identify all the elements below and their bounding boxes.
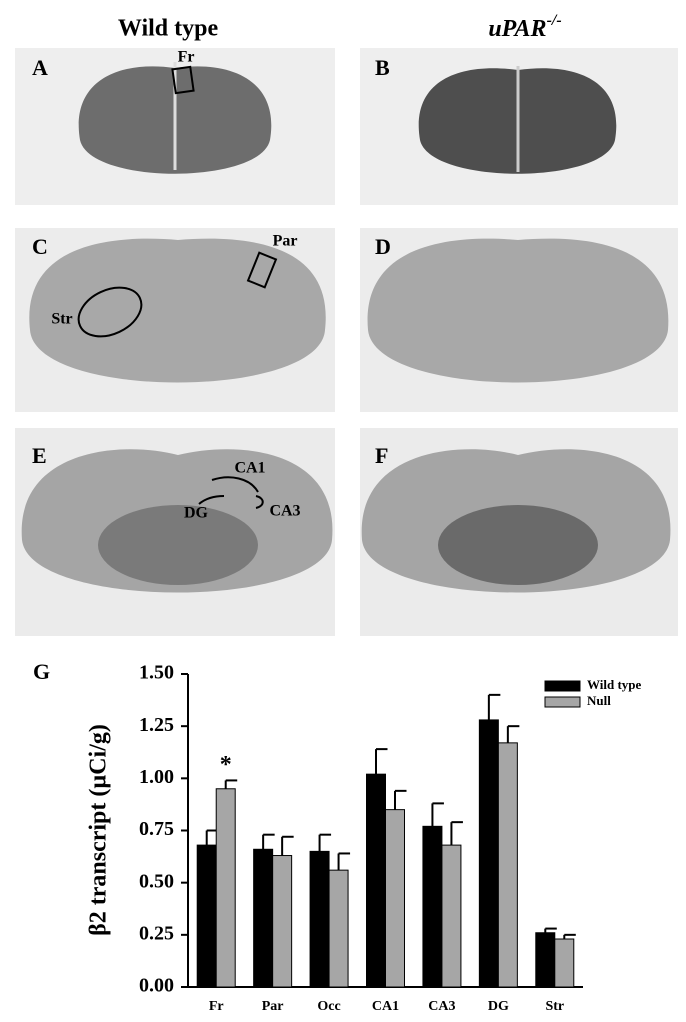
panel-letter: B (375, 55, 390, 80)
bar (441, 844, 462, 988)
region-label: CA1 (234, 460, 265, 477)
y-tick-label: 0.25 (139, 922, 174, 944)
y-tick-label: 0.50 (139, 870, 174, 892)
annotation: * (220, 752, 232, 778)
y-tick-label: 1.25 (139, 714, 174, 736)
superscript: -/- (547, 12, 562, 29)
brain (367, 238, 669, 383)
x-tick-label: Occ (317, 999, 340, 1014)
panel-letter: A (32, 55, 48, 80)
x-tick-label: Par (262, 999, 284, 1014)
bar (196, 844, 217, 988)
region-label: DG (184, 505, 209, 522)
panel-letter: D (375, 234, 391, 259)
brain-region (438, 505, 598, 585)
column-title: uPAR-/- (488, 12, 561, 42)
roi-box (171, 65, 195, 95)
region-label: CA3 (269, 503, 300, 520)
y-tick-label: 0.00 (139, 975, 174, 997)
x-tick-label: Fr (209, 999, 224, 1014)
y-tick-label: 0.75 (139, 818, 174, 840)
roi-box (246, 251, 278, 289)
panel-letter: E (32, 443, 47, 468)
bar (478, 719, 499, 988)
brain-region (98, 505, 258, 585)
roi-lines (198, 476, 264, 509)
x-tick-label: Str (545, 999, 564, 1014)
section-images (15, 48, 678, 636)
x-tick-label: CA1 (372, 999, 399, 1014)
bar (328, 869, 349, 988)
legend-swatch (544, 696, 581, 708)
y-tick-label: 1.50 (139, 662, 174, 684)
bar (272, 855, 293, 988)
region-label: Str (51, 311, 72, 328)
legend-label: Null (587, 693, 611, 708)
panel-letter: F (375, 443, 388, 468)
bar (422, 825, 443, 988)
column-title: Wild type (118, 16, 219, 42)
bar (554, 938, 575, 988)
bar (366, 773, 386, 988)
bar (253, 848, 274, 988)
roi-ellipse (77, 286, 143, 338)
y-axis-label: β2 transcript (µCi/g) (86, 724, 112, 936)
panel-letter: C (32, 234, 48, 259)
x-tick-label: CA3 (428, 999, 455, 1014)
region-label: Fr (178, 49, 195, 66)
brain (29, 238, 326, 383)
bar (215, 788, 236, 988)
y-tick-label: 1.00 (139, 766, 174, 788)
region-label: Par (273, 233, 298, 250)
bar (385, 809, 405, 988)
x-tick-label: DG (488, 999, 509, 1014)
legend-label: Wild type (587, 677, 642, 692)
bar (535, 932, 556, 988)
legend-swatch (544, 680, 581, 692)
bar (497, 742, 518, 988)
title-text: uPAR (488, 16, 546, 42)
panel-letter: G (33, 659, 50, 684)
bar (309, 850, 330, 988)
